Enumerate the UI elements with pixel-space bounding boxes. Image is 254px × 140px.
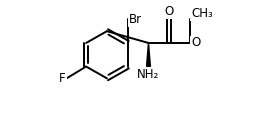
Text: CH₃: CH₃ [191,7,213,20]
Text: O: O [165,5,174,18]
Polygon shape [147,43,150,66]
Text: O: O [191,37,200,49]
Text: Br: Br [129,13,142,26]
Text: NH₂: NH₂ [137,68,160,81]
Text: F: F [59,72,66,85]
